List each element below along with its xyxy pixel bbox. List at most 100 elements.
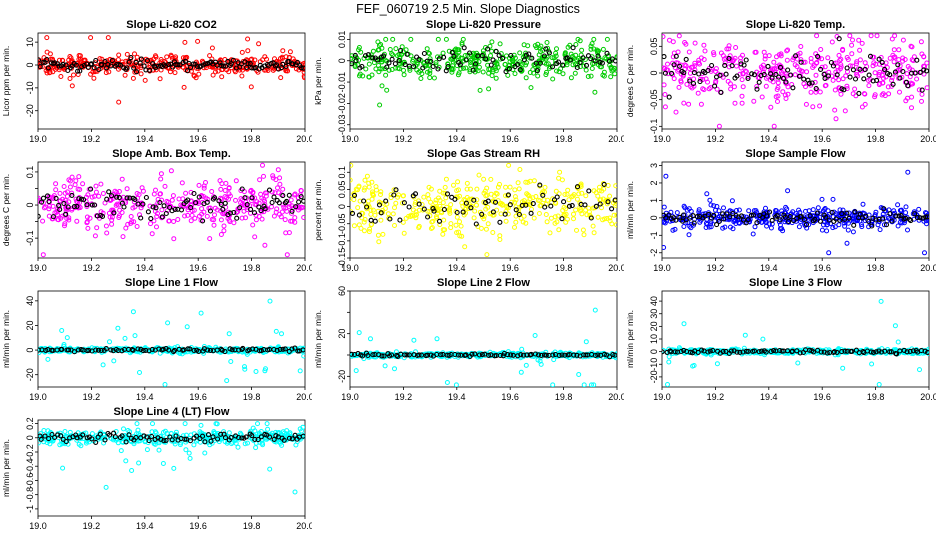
data-point [132,51,137,57]
reference-point [574,352,580,358]
data-point [427,56,433,62]
data-point [754,210,760,215]
data-point [573,207,579,213]
data-point [96,193,102,199]
data-point [302,62,305,68]
x-tick-label: 19.6 [189,392,207,402]
data-point [824,228,830,234]
data-point [673,109,679,115]
data-point [123,346,129,352]
reference-point [65,67,71,74]
data-point [700,86,706,92]
data-point [896,47,902,53]
reference-point [666,94,672,100]
reference-point [504,352,511,358]
reference-point [490,209,496,215]
y-tick-label: 10 [25,37,35,47]
data-point [531,70,537,76]
plot-frame [37,419,306,517]
reference-point [387,216,393,222]
data-point [57,57,62,63]
data-point [527,70,533,75]
data-point [590,61,595,67]
data-point [375,232,381,238]
y-tick-label: 0 [25,348,35,353]
reference-point [207,347,214,354]
reference-point [768,71,774,77]
data-point [729,198,735,204]
reference-point [612,197,617,203]
panel-2: Slope Li-820 Pressure 19.0 19.2 19.4 19.6 19.… [312,16,624,145]
y-axis-label: kPa per min. [313,57,323,105]
reference-point [514,62,521,68]
data-point [697,61,702,67]
data-point [551,357,557,363]
data-point [356,47,362,53]
data-point [531,215,537,221]
data-point [581,382,587,387]
data-point [379,83,385,89]
y-tick-label: 0 [25,62,35,67]
y-tick-label: 40 [649,296,659,306]
reference-point [251,210,258,216]
data-point [822,83,828,89]
data-point [379,66,385,72]
data-point [796,207,802,213]
reference-point [696,71,702,77]
reference-point [222,349,228,355]
reference-point [904,349,910,355]
data-point [370,48,376,54]
data-point [218,186,224,192]
data-point [371,60,377,66]
reference-point [768,348,774,355]
reference-point [876,56,882,62]
data-point [149,231,155,237]
data-point [58,74,64,79]
reference-point [362,53,369,59]
data-point [903,98,909,104]
data-point [213,69,218,75]
data-point [662,92,668,97]
reference-point [245,61,251,67]
reference-point [402,352,408,358]
data-point [826,250,832,256]
reference-point [266,187,273,193]
data-point [727,208,733,214]
reference-point [421,206,427,212]
reference-point [149,346,155,352]
reference-point [428,352,434,358]
data-point [567,42,573,48]
data-point [373,66,379,72]
figure-title: FEF_060719 2.5 Min. Slope Diagnostics [356,2,580,16]
data-point [908,43,914,49]
data-point [458,223,464,229]
data-point [829,73,835,79]
data-point [759,94,765,100]
data-point [362,185,368,191]
data-point [738,59,743,65]
data-point [583,193,589,199]
reference-point [463,352,469,358]
data-point [678,79,684,85]
data-point [221,429,227,435]
data-point [922,250,927,256]
data-point [426,196,432,202]
reference-point [63,211,69,217]
data-point [859,224,865,230]
data-point [607,215,613,221]
reference-point [824,350,830,356]
data-point [207,53,213,59]
data-point [896,57,902,63]
reference-point [604,50,610,56]
data-point [462,53,468,58]
reference-point [756,79,762,85]
reference-point [301,198,305,204]
data-point [724,46,730,52]
data-point [862,101,868,107]
reference-point [88,186,94,192]
data-point [509,58,515,63]
reference-point [797,350,803,356]
reference-point [497,219,503,225]
data-point [763,83,769,89]
reference-point [690,80,697,87]
